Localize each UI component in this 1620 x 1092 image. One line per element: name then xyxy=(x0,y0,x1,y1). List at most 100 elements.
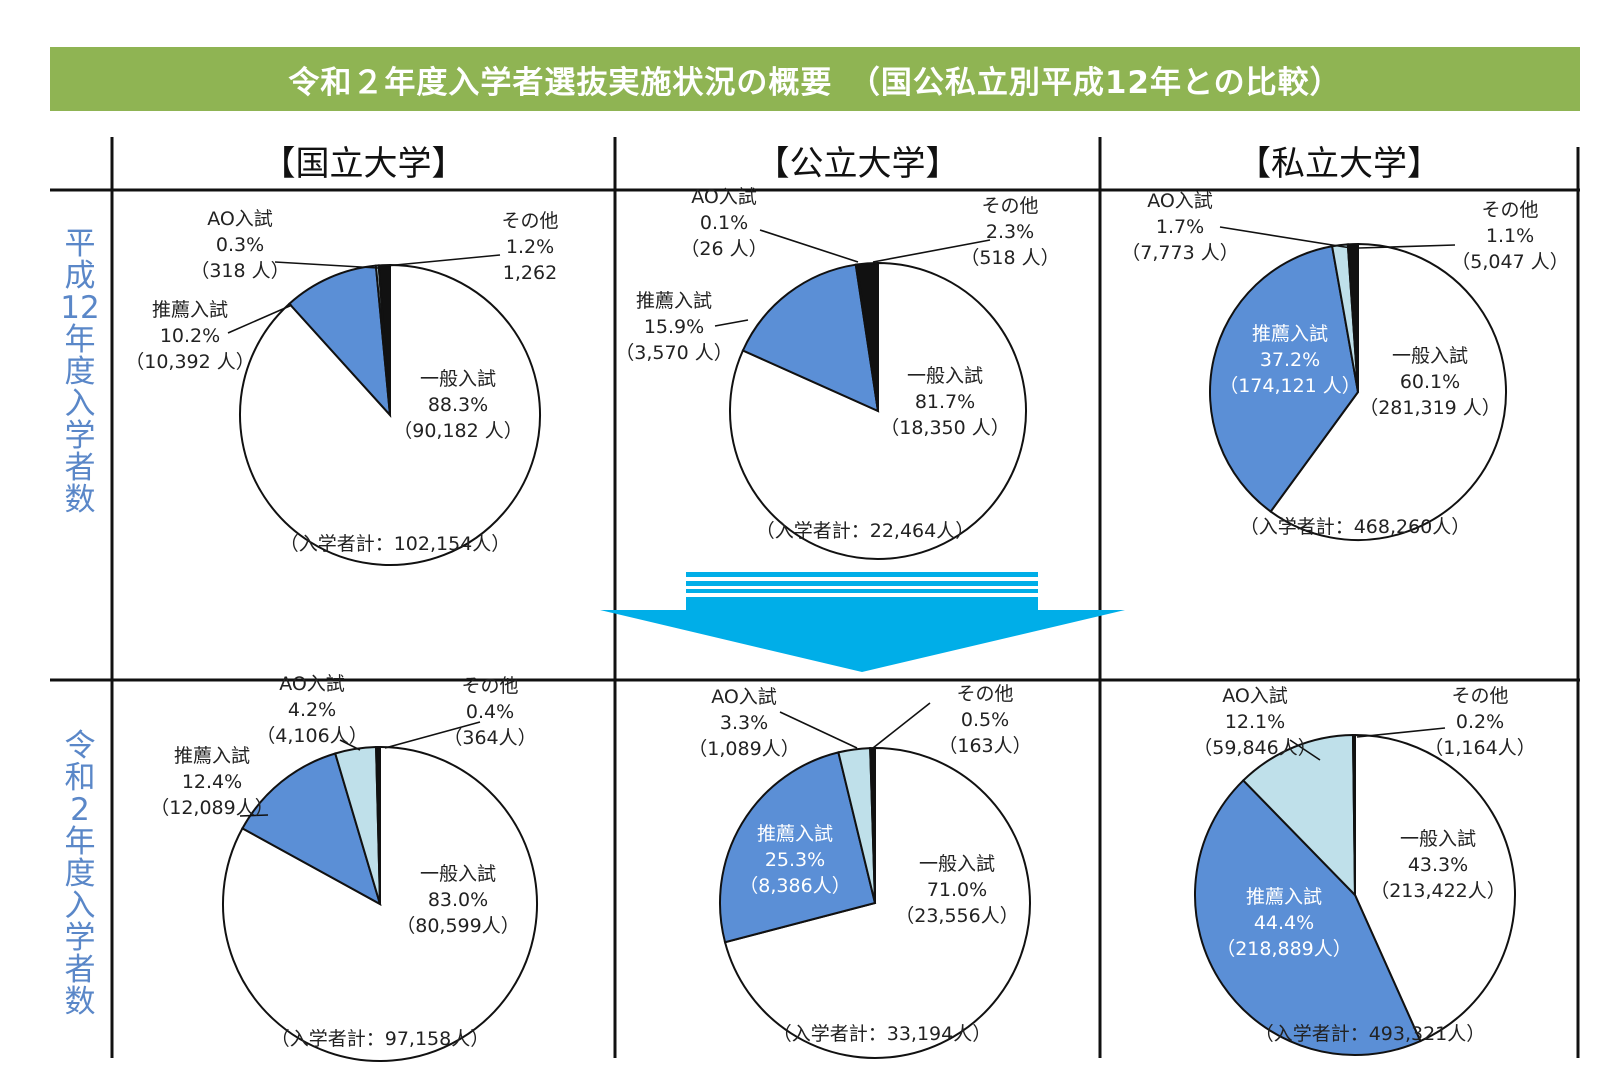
leader-line-ao xyxy=(1289,739,1321,761)
slice-label-line: 一般入試 xyxy=(919,853,995,875)
slice-label-line: AO入試 xyxy=(207,208,273,230)
slice-label-line: AO入試 xyxy=(1147,190,1213,212)
slice-label-line: 0.2% xyxy=(1456,711,1504,733)
pie-slice-recommend xyxy=(1194,779,1422,1056)
slice-label-recommend: 推薦入試 25.3% （8,386人） xyxy=(739,823,850,897)
row-label-char: 学 xyxy=(64,418,96,454)
leader-line-recommend xyxy=(239,814,269,817)
slice-label-line: 一般入試 xyxy=(1400,828,1476,850)
slice-label-line: 81.7% xyxy=(915,391,975,413)
slice-label-line: 0.5% xyxy=(961,709,1009,731)
slice-label-line: （1,164人） xyxy=(1424,737,1535,759)
slice-label-line: （18,350 人） xyxy=(880,417,1010,439)
slice-label-line: その他 xyxy=(956,683,1013,705)
slice-label-line: AO入試 xyxy=(711,686,777,708)
slice-label-other: その他 1.1% （5,047 人） xyxy=(1451,199,1568,273)
slice-label-general: 一般入試 43.3% （213,422人） xyxy=(1370,828,1506,902)
slice-label-other: その他 2.3% （518 人） xyxy=(960,195,1059,269)
slice-label-line: 推薦入試 xyxy=(757,823,833,845)
pie-slice-other xyxy=(1351,733,1356,896)
slice-label-line: 88.3% xyxy=(428,394,488,416)
row-label-char: 度 xyxy=(64,856,96,892)
slice-label-line: その他 xyxy=(1481,199,1538,221)
slice-label-line: 一般入試 xyxy=(420,863,496,885)
slice-label-line: その他 xyxy=(501,210,558,232)
slice-label-line: （23,556人） xyxy=(895,905,1018,927)
slice-label-line: 37.2% xyxy=(1260,349,1320,371)
slice-label-line: 12.1% xyxy=(1225,711,1285,733)
slice-label-general: 一般入試 81.7% （18,350 人） xyxy=(880,365,1010,439)
arrow-stripe xyxy=(686,589,1038,593)
row-label-char: 者 xyxy=(64,450,96,486)
row-label-char: 度 xyxy=(64,354,96,390)
column-header-private: 【私立大学】 xyxy=(1237,143,1441,184)
slice-label-ao: AO入試 4.2% （4,106人） xyxy=(256,673,367,747)
slice-label-line: （90,182 人） xyxy=(393,420,523,442)
arrow-head xyxy=(600,597,1125,672)
row-label-char: 者 xyxy=(64,952,96,988)
slice-label-line: 推薦入試 xyxy=(1246,886,1322,908)
slice-label-line: 推薦入試 xyxy=(1252,323,1328,345)
slice-label-general: 一般入試 88.3% （90,182 人） xyxy=(393,368,523,442)
row-label-char: 2 xyxy=(70,792,90,828)
leader-line-ao xyxy=(759,229,859,263)
pie-slice-recommend xyxy=(1209,245,1360,513)
pie-chart: 一般入試 60.1% （281,319 人） 推薦入試 37.2% （174,121 人）… xyxy=(1121,190,1569,541)
slice-label-recommend: 推薦入試 10.2% （10,392 人） xyxy=(125,299,255,373)
total-label: （入学者計：468,260人） xyxy=(1240,516,1471,538)
pie-slice-recommend xyxy=(719,751,877,944)
slice-label-line: （318 人） xyxy=(190,260,289,282)
slice-label-line: 10.2% xyxy=(160,325,220,347)
total-label: （入学者計：33,194人） xyxy=(773,1023,991,1045)
leader-line-other xyxy=(1358,244,1456,249)
slice-label-line: （26 人） xyxy=(680,238,767,260)
slice-label-line: （80,599人） xyxy=(396,915,519,937)
slice-label-line: （518 人） xyxy=(960,247,1059,269)
slice-label-line: 一般入試 xyxy=(1392,345,1468,367)
slice-label-line: 一般入試 xyxy=(907,365,983,387)
pie-slice-other xyxy=(375,745,381,905)
pie-chart: 一般入試 43.3% （213,422人） 推薦入試 44.4% （218,889人） AO… xyxy=(1193,685,1536,1056)
slice-label-line: 一般入試 xyxy=(420,368,496,390)
slice-label-line: AO入試 xyxy=(691,186,757,208)
pie-slice-other xyxy=(855,261,879,412)
slice-label-line: （218,889人） xyxy=(1216,938,1352,960)
total-label: （入学者計：493,321人） xyxy=(1255,1023,1486,1045)
slice-label-ao: AO入試 3.3% （1,089人） xyxy=(688,686,799,760)
arrow-stripe xyxy=(686,572,1038,577)
slice-label-other: その他 0.2% （1,164人） xyxy=(1424,685,1535,759)
slice-label-line: 12.4% xyxy=(182,771,242,793)
slice-label-line: 1.7% xyxy=(1156,216,1204,238)
leader-line-ao xyxy=(339,739,361,751)
arrow-stripe xyxy=(686,581,1038,586)
row-label-char: 数 xyxy=(64,984,96,1020)
page-title: 令和２年度入学者選抜実施状況の概要 （国公私立別平成12年との比較） xyxy=(288,64,1342,101)
slice-label-line: （5,047 人） xyxy=(1451,251,1568,273)
leader-line-recommend xyxy=(714,319,749,327)
leader-line-other xyxy=(384,254,501,267)
row-label-h12: 平 成 12 年 度 入 学 者 数 xyxy=(60,228,100,516)
slice-label-other: その他 0.5% （163人） xyxy=(938,683,1031,757)
column-header-public: 【公立大学】 xyxy=(755,143,960,184)
leader-line-other xyxy=(1356,727,1446,738)
row-label-char: 令 xyxy=(64,728,96,764)
down-arrow xyxy=(600,572,1125,672)
slice-label-line: その他 xyxy=(1451,685,1508,707)
slice-label-general: 一般入試 83.0% （80,599人） xyxy=(396,863,519,937)
slice-label-general: 一般入試 71.0% （23,556人） xyxy=(895,853,1018,927)
total-label: （入学者計：22,464人） xyxy=(756,520,974,542)
pie-slice-other xyxy=(869,746,876,904)
pie-slice-other xyxy=(1346,242,1359,393)
slice-label-line: 推薦入試 xyxy=(636,290,712,312)
slice-label-line: 3.3% xyxy=(720,712,768,734)
leader-line-ao xyxy=(1219,226,1352,249)
slice-label-line: 1,262 xyxy=(503,262,557,284)
slice-label-line: （281,319 人） xyxy=(1359,397,1501,419)
slice-label-general: 一般入試 60.1% （281,319 人） xyxy=(1359,345,1501,419)
pie-chart: 一般入試 83.0% （80,599人） 推薦入試 12.4% （12,089人） AO入試… xyxy=(150,673,538,1062)
slice-label-line: 60.1% xyxy=(1400,371,1460,393)
leader-line-other xyxy=(384,721,481,749)
slice-label-line: （174,121 人） xyxy=(1219,375,1361,397)
